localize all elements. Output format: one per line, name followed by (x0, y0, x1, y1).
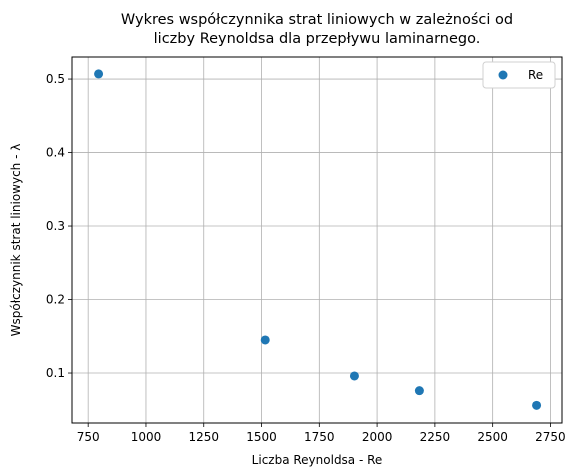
y-tick-label: 0.3 (46, 219, 65, 233)
x-tick-label: 1500 (246, 430, 277, 444)
scatter-point (415, 386, 424, 395)
legend: Re (483, 62, 555, 88)
legend-marker (499, 71, 508, 80)
legend-box (483, 62, 555, 88)
scatter-point (261, 335, 270, 344)
x-axis-label: Liczba Reynoldsa - Re (252, 453, 383, 467)
y-tick-label: 0.4 (46, 146, 65, 160)
legend-label: Re (528, 68, 543, 82)
x-tick-label: 2000 (362, 430, 393, 444)
x-tick-label: 2250 (420, 430, 451, 444)
grid (72, 57, 562, 423)
x-tick-label: 1000 (131, 430, 162, 444)
scatter-points (94, 69, 541, 409)
plot-frame (72, 57, 562, 423)
y-axis-ticks: 0.1 0.2 0.3 0.4 0.5 (46, 72, 72, 380)
x-tick-label: 2500 (477, 430, 508, 444)
x-tick-label: 1750 (304, 430, 335, 444)
x-tick-label: 2750 (535, 430, 566, 444)
scatter-point (350, 371, 359, 380)
y-tick-label: 0.1 (46, 366, 65, 380)
y-tick-label: 0.2 (46, 293, 65, 307)
x-tick-label: 1250 (188, 430, 219, 444)
y-axis-label: Współczynnik strat liniowych - λ (9, 144, 23, 337)
scatter-point (94, 69, 103, 78)
chart-title: Wykres współczynnika strat liniowych w z… (121, 12, 513, 47)
y-tick-label: 0.5 (46, 72, 65, 86)
x-tick-label: 750 (77, 430, 100, 444)
scatter-point (532, 401, 541, 410)
x-axis-ticks: 750 1000 1250 1500 1750 2000 2250 2500 2750 (77, 423, 566, 444)
chart-title-line-1: Wykres współczynnika strat liniowych w z… (121, 12, 513, 28)
chart-title-line-2: liczby Reynoldsa dla przepływu laminarne… (154, 31, 481, 47)
